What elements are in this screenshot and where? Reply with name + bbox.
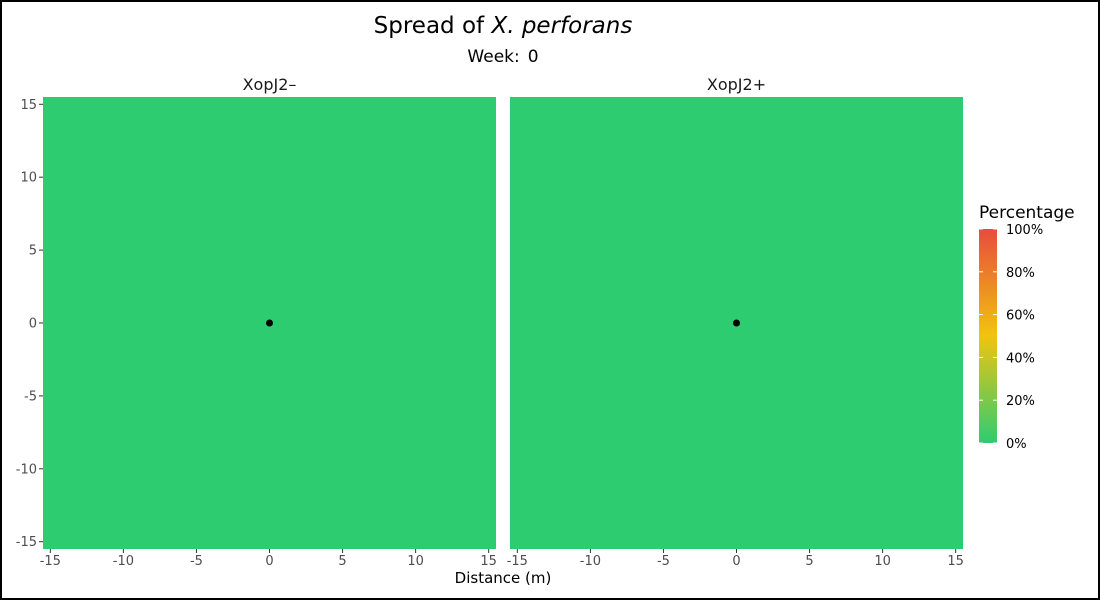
legend-ticks: 100% 80% 60% 40% 20% 0% bbox=[979, 223, 1043, 452]
chart-subtitle: Week: 0 bbox=[467, 47, 538, 67]
panel-1-x-tick-label: -15 bbox=[40, 554, 61, 569]
panel-2-x-tick-label: 15 bbox=[947, 554, 964, 569]
panel-2-x-tick-label: 10 bbox=[874, 554, 891, 569]
panel-1-source-point bbox=[266, 319, 273, 327]
subtitle-label: Week: bbox=[467, 47, 519, 67]
panel-2-x-tick-label: 0 bbox=[732, 554, 740, 569]
panel-1-x-tick-label: 15 bbox=[480, 554, 497, 569]
panel-1-x-tick-label: 10 bbox=[407, 554, 424, 569]
subtitle-value: 0 bbox=[528, 47, 539, 67]
chart-title-prefix: Spread of bbox=[374, 13, 492, 39]
y-tick-label: -10 bbox=[16, 462, 37, 477]
panel-1-label: XopJ2– bbox=[243, 75, 297, 94]
legend-tick-label: 0% bbox=[1006, 437, 1027, 452]
panel-1-x-tick-label: -10 bbox=[113, 554, 134, 569]
chart-title-species: X. perforans bbox=[490, 13, 632, 39]
legend: Percentage 100% 80% 60% 40% 20% 0% bbox=[979, 203, 1075, 452]
legend-tick-label: 100% bbox=[1006, 223, 1043, 238]
panel-2-source-point bbox=[733, 319, 740, 327]
legend-tick-label: 60% bbox=[1006, 309, 1035, 324]
panel-1-x-tick-label: 0 bbox=[265, 554, 273, 569]
panels-group: XopJ2– -15 -10 -5 0 5 10 15 -15 -10 -5 0 5 10 15 XopJ2+… bbox=[16, 75, 964, 569]
legend-tick-label: 20% bbox=[1006, 394, 1035, 409]
panel-2-label: XopJ2+ bbox=[707, 75, 766, 94]
y-tick-label: 15 bbox=[20, 98, 37, 113]
y-tick-label: 0 bbox=[29, 317, 37, 332]
panel-2-x-tick-label: 5 bbox=[805, 554, 813, 569]
legend-colorbar bbox=[979, 229, 997, 443]
panel-2-x-tick-label: -10 bbox=[580, 554, 601, 569]
legend-title: Percentage bbox=[979, 203, 1075, 223]
panel-2-x-tick-label: -5 bbox=[657, 554, 670, 569]
y-tick-label: -5 bbox=[24, 389, 37, 404]
x-axis-label: Distance (m) bbox=[455, 569, 552, 587]
legend-tick-label: 40% bbox=[1006, 351, 1035, 366]
chart-title: Spread of X. perforans bbox=[374, 13, 633, 39]
y-tick-label: -15 bbox=[16, 535, 37, 550]
panel-1-x-tick-label: 5 bbox=[338, 554, 346, 569]
panel-1-x-tick-label: -5 bbox=[190, 554, 203, 569]
y-tick-label: 10 bbox=[20, 171, 37, 186]
panel-2-x-tick-label: -15 bbox=[507, 554, 528, 569]
legend-tick-label: 80% bbox=[1006, 266, 1035, 281]
y-tick-label: 5 bbox=[29, 244, 37, 259]
